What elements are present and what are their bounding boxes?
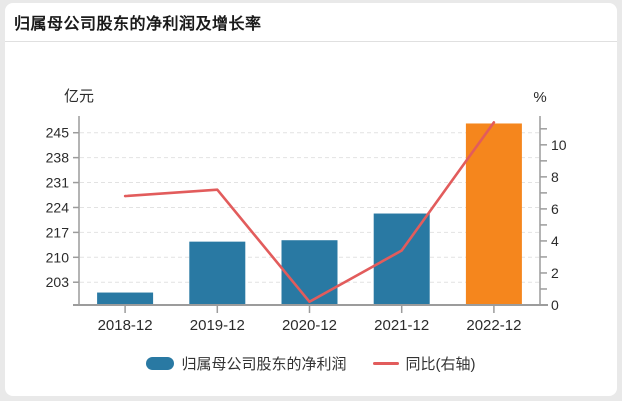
right-axis-tick-label: 4 bbox=[551, 233, 559, 249]
left-axis-tick-label: 245 bbox=[46, 125, 70, 141]
legend-net-profit-label: 归属母公司股东的净利润 bbox=[181, 356, 347, 373]
legend-item-net-profit[interactable]: 归属母公司股东的净利润 bbox=[146, 353, 347, 374]
bar-2021-12[interactable] bbox=[373, 213, 430, 305]
yoy-line[interactable] bbox=[123, 121, 496, 304]
left-axis-unit-label: 亿元 bbox=[64, 88, 94, 105]
chart-title: 归属母公司股东的净利润及增长率 bbox=[14, 16, 262, 33]
x-axis-category-label: 2021-12 bbox=[374, 317, 429, 334]
legend-line-swatch bbox=[372, 362, 399, 365]
left-axis-tick-label: 238 bbox=[46, 150, 70, 166]
bar-2018-12[interactable] bbox=[97, 292, 154, 305]
x-axis-category-label: 2020-12 bbox=[282, 317, 337, 334]
legend-bar-swatch bbox=[146, 357, 175, 370]
left-axis-tick-label: 203 bbox=[46, 274, 70, 290]
right-axis-tick-label: 0 bbox=[551, 297, 559, 313]
legend-yoy-label: 同比(右轴) bbox=[405, 356, 476, 373]
right-axis-tick-label: 2 bbox=[551, 265, 559, 281]
x-axis-category-label: 2018-12 bbox=[98, 317, 153, 334]
left-axis-tick-label: 210 bbox=[46, 249, 70, 265]
right-axis-unit-label: % bbox=[533, 89, 546, 106]
bar-2019-12[interactable] bbox=[189, 241, 246, 305]
x-axis-category-label: 2022-12 bbox=[466, 317, 521, 334]
legend-item-yoy[interactable]: 同比(右轴) bbox=[372, 353, 476, 374]
left-axis-tick-label: 217 bbox=[46, 224, 70, 240]
left-axis-tick-label: 224 bbox=[46, 199, 70, 215]
right-axis-tick-label: 8 bbox=[551, 169, 559, 185]
card-header: 归属母公司股东的净利润及增长率 bbox=[5, 3, 617, 42]
bar-2022-12[interactable] bbox=[465, 123, 522, 305]
bar-2020-12[interactable] bbox=[281, 240, 338, 305]
left-axis-tick-label: 231 bbox=[46, 175, 70, 191]
x-axis-category-label: 2019-12 bbox=[190, 317, 245, 334]
right-axis-tick-label: 6 bbox=[551, 201, 559, 217]
right-axis-tick-label: 10 bbox=[551, 137, 567, 153]
chart-legend: 归属母公司股东的净利润 同比(右轴) bbox=[5, 353, 617, 374]
